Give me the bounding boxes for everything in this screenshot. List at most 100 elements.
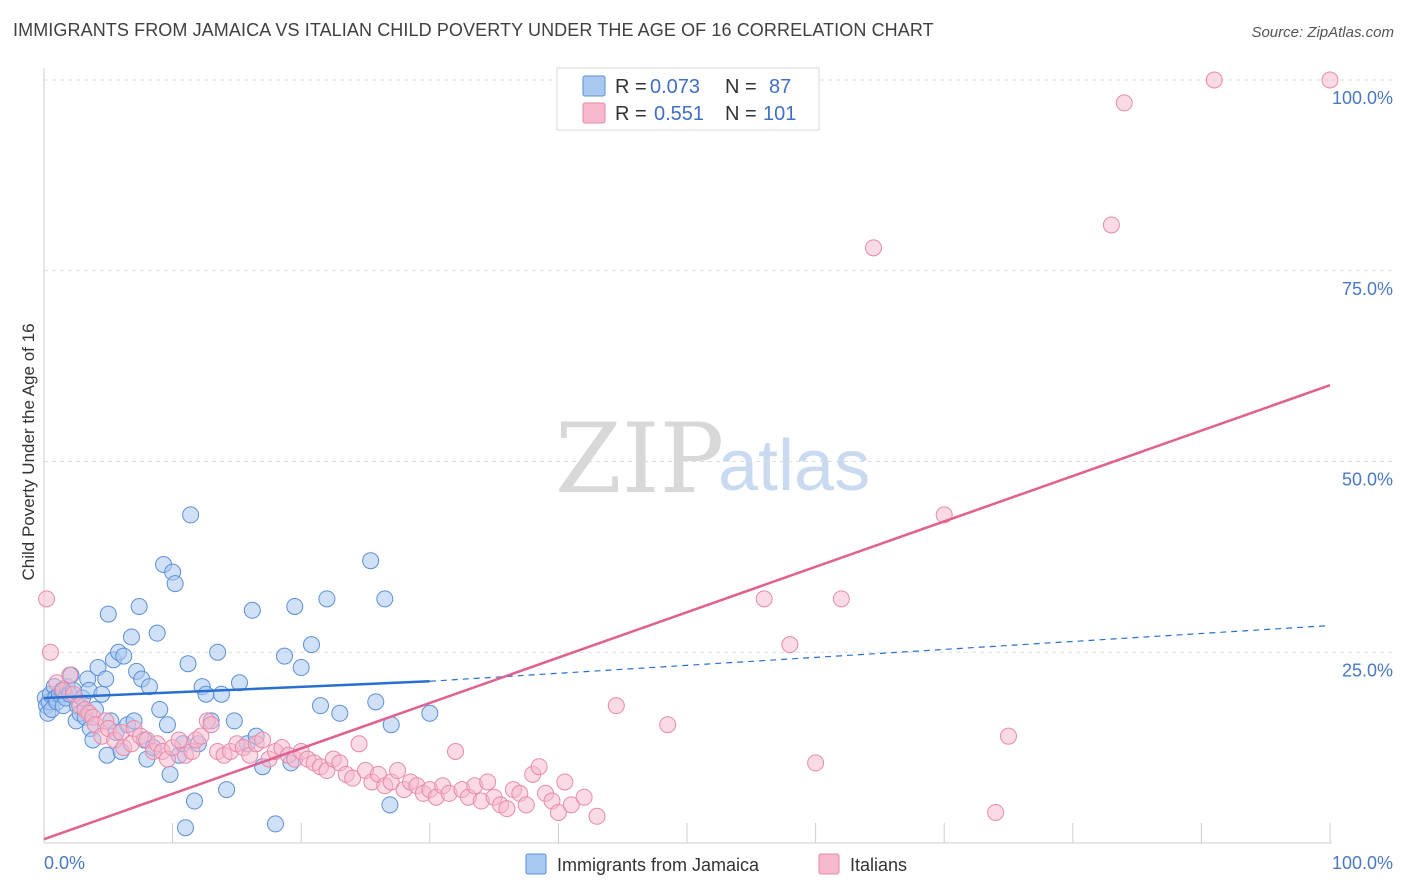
jamaica-point-39 <box>122 628 140 646</box>
jamaica-point-66 <box>212 685 230 703</box>
legend-jamaica-n-value: 87 <box>769 76 791 98</box>
bottom-legend-italians: Italians <box>850 855 907 875</box>
bottom-legend-swatch-italians <box>818 853 840 875</box>
italian-point-86 <box>549 803 567 821</box>
jamaica-point-80 <box>311 697 329 715</box>
italian-point-94 <box>781 636 799 654</box>
y-axis-label: Child Poverty Under the Age of 16 <box>19 323 38 580</box>
jamaica-point-42 <box>130 597 148 615</box>
italian-point-92 <box>659 716 677 734</box>
jamaica-point-88 <box>421 704 439 722</box>
jamaica-point-74 <box>266 815 284 833</box>
jamaica-point-79 <box>302 636 320 654</box>
jamaica-point-68 <box>225 712 243 730</box>
jamaica-trend-line <box>43 679 430 700</box>
italian-point-32 <box>202 716 220 734</box>
jamaica-point-37 <box>115 647 133 665</box>
italian-point-61 <box>389 762 407 780</box>
italian-point-81 <box>517 796 535 814</box>
grid <box>44 79 1395 653</box>
jamaica-point-58 <box>179 655 197 673</box>
italian-point-99 <box>987 803 1005 821</box>
x-tick-label-1: 100.0% <box>1332 853 1393 873</box>
italian-point-30 <box>192 727 210 745</box>
italian-point-104 <box>1321 71 1339 89</box>
italian-point-40 <box>254 731 272 749</box>
italian-point-0 <box>38 590 56 608</box>
italian-point-91 <box>607 697 625 715</box>
legend-jamaica-r-value: 0.073 <box>650 76 700 98</box>
italian-point-78 <box>498 800 516 818</box>
jamaica-point-52 <box>161 765 179 783</box>
jamaica-point-31 <box>99 605 117 623</box>
watermark-zip: ZIP <box>555 403 724 515</box>
italian-point-93 <box>755 590 773 608</box>
jamaica-point-57 <box>176 819 194 837</box>
legend-italians-r-value: 0.551 <box>654 103 704 125</box>
jamaica-point-48 <box>148 624 166 642</box>
italian-point-75 <box>479 773 497 791</box>
italian-point-26 <box>170 731 188 749</box>
jamaica-point-82 <box>331 704 349 722</box>
italian-point-101 <box>1102 216 1120 234</box>
jamaica-point-59 <box>182 506 200 524</box>
legend-italians-n-label: N = <box>725 103 757 125</box>
italian-point-87 <box>556 773 574 791</box>
jamaica-point-84 <box>367 693 385 711</box>
jamaica-point-77 <box>286 597 304 615</box>
italian-point-54 <box>344 769 362 787</box>
series-italians-points <box>38 71 1339 825</box>
jamaica-point-63 <box>197 685 215 703</box>
y-tick-label-0: 25.0% <box>1342 660 1393 680</box>
italian-point-83 <box>530 758 548 776</box>
legend-italians-n-value: 101 <box>763 103 796 125</box>
bottom-legend-jamaica: Immigrants from Jamaica <box>557 855 760 875</box>
jamaica-point-71 <box>243 601 261 619</box>
italian-point-102 <box>1115 94 1133 112</box>
italian-point-70 <box>447 742 465 760</box>
jamaica-point-49 <box>151 700 169 718</box>
italians-trend-line <box>43 384 1331 841</box>
jamaica-point-75 <box>275 647 293 665</box>
italian-point-103 <box>1205 71 1223 89</box>
series-legend: Immigrants from Jamaica Italians <box>525 853 907 875</box>
jamaica-point-81 <box>318 590 336 608</box>
correlation-legend: R = 0.073 N = 87 R = 0.551 N = 101 <box>556 67 820 131</box>
italian-point-97 <box>864 239 882 257</box>
jamaica-point-65 <box>209 643 227 661</box>
jamaica-point-86 <box>381 796 399 814</box>
chart-title: IMMIGRANTS FROM JAMAICA VS ITALIAN CHILD… <box>13 20 934 40</box>
legend-italians-r-label: R = <box>615 103 647 125</box>
italian-point-55 <box>350 735 368 753</box>
x-tick-label-0: 0.0% <box>44 853 85 873</box>
source-label: Source: ZipAtlas.com <box>1251 24 1394 41</box>
jamaica-trend-line-extension <box>429 624 1331 682</box>
ticks: 25.0% 50.0% 75.0% 100.0% 0.0% 100.0% <box>44 88 1393 873</box>
italian-point-88 <box>562 796 580 814</box>
italian-point-1 <box>41 643 59 661</box>
italian-point-100 <box>1000 727 1017 745</box>
jamaica-point-29 <box>97 670 115 688</box>
watermark-atlas: atlas <box>718 426 870 506</box>
italian-point-95 <box>807 754 825 772</box>
y-tick-label-3: 100.0% <box>1332 88 1393 108</box>
jamaica-point-85 <box>376 590 394 608</box>
italian-point-89 <box>575 788 593 806</box>
jamaica-point-78 <box>292 659 310 677</box>
jamaica-point-30 <box>98 746 116 764</box>
trend-lines <box>43 384 1331 841</box>
legend-swatch-jamaica <box>582 75 606 97</box>
y-tick-label-1: 50.0% <box>1342 470 1393 490</box>
italian-point-96 <box>832 590 850 608</box>
jamaica-point-67 <box>218 781 236 799</box>
legend-jamaica-n-label: N = <box>725 76 757 98</box>
jamaica-point-83 <box>362 552 380 570</box>
legend-swatch-italians <box>582 102 606 124</box>
italian-point-90 <box>588 807 606 825</box>
legend-jamaica-r-label: R = <box>615 76 647 98</box>
italian-point-4 <box>61 666 79 684</box>
bottom-legend-swatch-jamaica <box>525 853 547 875</box>
jamaica-point-51 <box>158 716 176 734</box>
jamaica-point-54 <box>166 575 184 593</box>
